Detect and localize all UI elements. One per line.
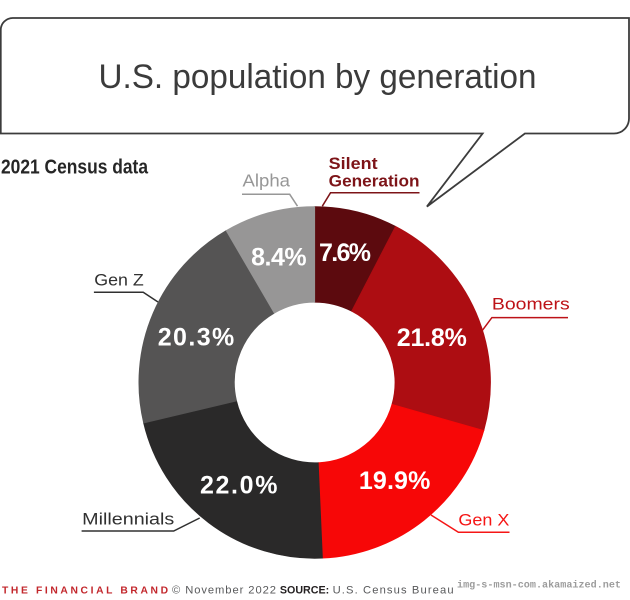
- svg-text:SOURCE:: SOURCE:: [280, 585, 329, 597]
- svg-text:2021 Census data: 2021 Census data: [1, 157, 149, 179]
- svg-text:Boomers: Boomers: [492, 295, 570, 314]
- svg-text:Alpha: Alpha: [243, 171, 291, 191]
- svg-text:Millennials: Millennials: [82, 509, 174, 528]
- svg-text:8.4%: 8.4%: [251, 244, 307, 272]
- svg-text:Gen X: Gen X: [458, 510, 509, 529]
- svg-text:22.0%: 22.0%: [200, 471, 278, 499]
- svg-text:THE FINANCIAL BRAND: THE FINANCIAL BRAND: [2, 586, 168, 597]
- svg-text:21.8%: 21.8%: [397, 324, 467, 352]
- svg-text:19.9%: 19.9%: [359, 467, 431, 495]
- svg-text:img-s-msn-com.akamaized.net: img-s-msn-com.akamaized.net: [457, 580, 621, 592]
- svg-text:7.6%: 7.6%: [319, 239, 371, 267]
- svg-text:Silent: Silent: [329, 154, 378, 173]
- svg-text:20.3%: 20.3%: [158, 323, 235, 351]
- svg-text:Generation: Generation: [329, 172, 420, 191]
- svg-text:U.S. Census Bureau: U.S. Census Bureau: [333, 585, 454, 597]
- svg-text:Gen Z: Gen Z: [94, 270, 144, 289]
- svg-text:U.S. population by generation: U.S. population by generation: [99, 58, 537, 96]
- svg-text:© November 2022: © November 2022: [172, 585, 276, 597]
